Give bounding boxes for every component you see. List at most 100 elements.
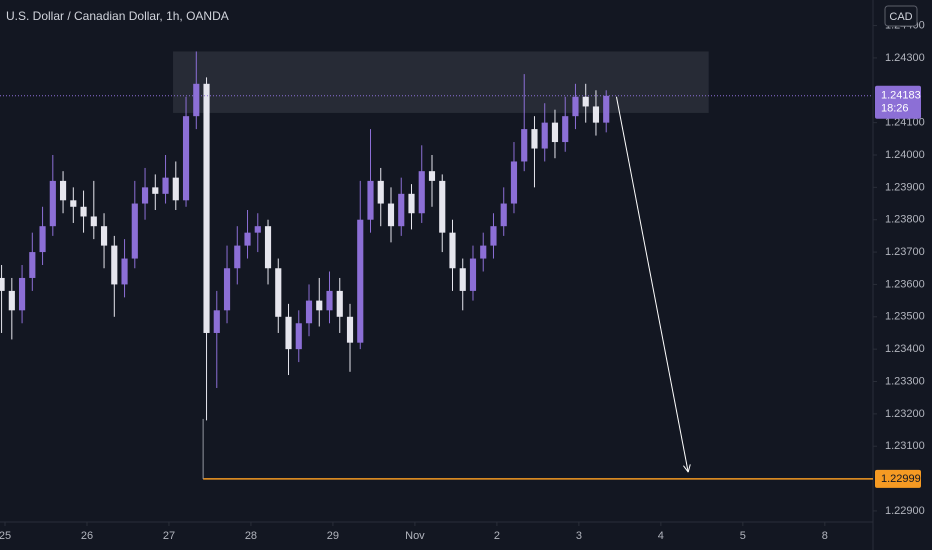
candle-body — [172, 177, 179, 201]
candle-body — [90, 216, 97, 227]
candle-body — [59, 180, 67, 201]
x-tick-label: 5 — [740, 530, 746, 542]
candle-body — [316, 300, 323, 311]
y-tick-label: 1.23700 — [885, 246, 925, 258]
target-price-box — [875, 469, 921, 488]
forecast-arrow — [615, 96, 689, 473]
candle-body — [162, 177, 169, 194]
candle-body — [131, 203, 138, 259]
currency-label: CAD — [889, 11, 912, 23]
target-price-label: 1.22999 — [881, 473, 921, 485]
candle-body — [39, 226, 46, 253]
candle-body — [295, 323, 302, 350]
candle-body — [29, 252, 36, 278]
candle-body — [285, 316, 292, 350]
countdown-label: 18:26 — [881, 103, 909, 115]
candle-body — [480, 245, 487, 259]
candle-body — [408, 193, 415, 214]
y-tick-label: 1.24300 — [885, 52, 925, 64]
currency-box — [884, 5, 918, 27]
candle-body — [418, 171, 425, 214]
y-tick-label: 1.23600 — [885, 278, 925, 290]
candle-body — [490, 226, 497, 246]
y-tick-label: 1.24000 — [885, 149, 925, 161]
candle-body — [182, 116, 190, 201]
candle-body — [562, 116, 569, 143]
candle-body — [326, 290, 333, 311]
x-tick-label: 27 — [163, 530, 175, 542]
candle-body — [572, 96, 579, 117]
y-tick-label: 1.23800 — [885, 214, 925, 226]
x-tick-label: 2 — [494, 530, 500, 542]
candle-body — [582, 96, 589, 107]
x-tick-label: Nov — [405, 530, 425, 542]
candle-body — [80, 206, 87, 217]
candle-body — [531, 129, 538, 149]
candle-body — [254, 226, 261, 233]
chart-title: U.S. Dollar / Canadian Dollar, 1h, OANDA — [6, 9, 229, 23]
y-tick-label: 1.23400 — [885, 343, 925, 355]
y-tick-label: 1.22900 — [885, 505, 925, 517]
candle-body — [541, 122, 548, 149]
candle-body — [449, 232, 456, 269]
candle-body — [264, 226, 272, 269]
last-price-label: 1.24183 — [881, 90, 921, 102]
candle-body — [141, 187, 149, 204]
candle-body — [346, 316, 354, 343]
candle-body — [377, 180, 384, 204]
resistance-zone — [173, 51, 709, 113]
candle-body — [18, 277, 26, 311]
candle-body — [305, 300, 313, 324]
candle-body — [336, 290, 343, 317]
candle-body — [49, 180, 56, 227]
y-tick-label: 1.23500 — [885, 311, 925, 323]
candle-body — [203, 83, 210, 333]
x-tick-label: 4 — [658, 530, 664, 542]
candle-body — [121, 258, 128, 285]
candle-body — [213, 310, 220, 333]
candle-body — [500, 203, 507, 227]
x-tick-label: 28 — [245, 530, 257, 542]
candle-body — [428, 171, 436, 181]
candle-body — [387, 203, 395, 227]
y-tick-label: 1.23900 — [885, 181, 925, 193]
candle-body — [439, 180, 446, 233]
candle-body — [367, 180, 374, 220]
x-tick-label: 8 — [822, 530, 828, 542]
candle-body — [234, 245, 241, 269]
candle-body — [223, 268, 231, 311]
candle-body — [8, 290, 15, 311]
y-tick-label: 1.23200 — [885, 408, 925, 420]
candle-body — [244, 232, 251, 246]
last-price-box — [875, 85, 921, 119]
candle-body — [152, 187, 159, 194]
candle-body — [111, 245, 118, 285]
candle-body — [521, 129, 528, 162]
arrow-head — [683, 465, 689, 473]
y-tick-label: 1.23100 — [885, 440, 925, 452]
candle-body — [193, 83, 200, 117]
candle-body — [459, 268, 466, 291]
arrow-head — [687, 464, 691, 473]
x-tick-label: 29 — [327, 530, 339, 542]
candle-body — [100, 226, 108, 246]
x-tick-label: 26 — [81, 530, 93, 542]
candle-body — [603, 95, 610, 123]
y-tick-label: 1.23300 — [885, 375, 925, 387]
x-tick-label: 25 — [0, 530, 11, 542]
candle-body — [70, 200, 77, 207]
candle-body — [551, 122, 559, 143]
candle-body — [0, 277, 5, 291]
candle-body — [510, 161, 518, 204]
candle-body — [275, 268, 282, 317]
candle-body — [469, 258, 477, 291]
y-tick-label: 1.24100 — [885, 117, 925, 129]
candle-body — [592, 106, 600, 123]
candle-body — [357, 219, 364, 343]
candle-body — [398, 193, 405, 227]
x-tick-label: 3 — [576, 530, 582, 542]
